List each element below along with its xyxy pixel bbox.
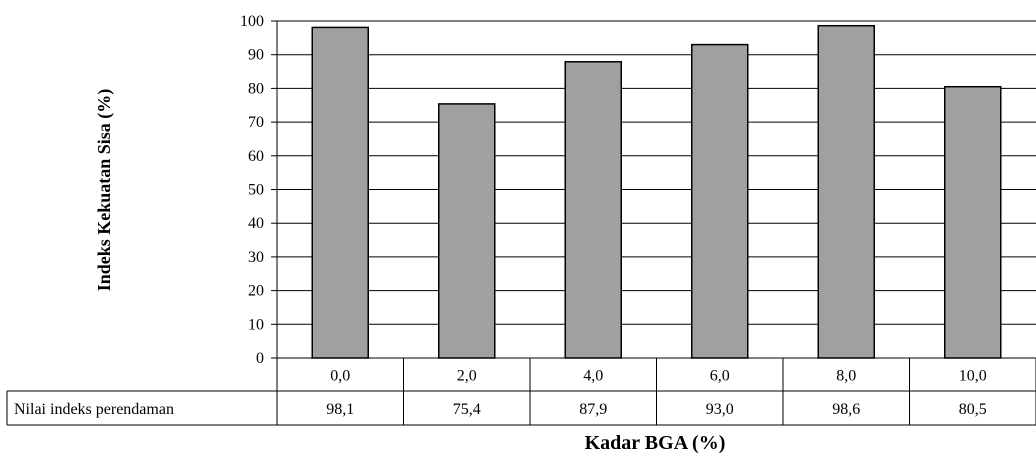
x-category-label: 4,0	[583, 368, 603, 385]
x-category-label: 8,0	[836, 368, 856, 385]
y-tick-label: 90	[248, 47, 264, 64]
bar-10,0	[944, 85, 1002, 359]
data-value-label: 75,4	[453, 401, 481, 418]
bar-4,0	[564, 61, 622, 359]
y-tick-label: 0	[256, 350, 264, 367]
y-tick-label: 100	[240, 13, 264, 30]
bar-8,0	[817, 24, 875, 359]
x-category-label: 0,0	[330, 368, 350, 385]
y-tick-label: 80	[248, 80, 264, 97]
y-tick-label: 40	[248, 215, 264, 232]
data-value-label: 98,1	[326, 401, 354, 418]
table-row-label: Nilai indeks perendaman	[14, 401, 174, 418]
bar-2,0	[438, 103, 496, 359]
x-category-label: 2,0	[457, 368, 477, 385]
x-category-label: 6,0	[710, 368, 730, 385]
y-tick-label: 30	[248, 249, 264, 266]
y-tick-label: 50	[248, 182, 264, 199]
axes	[271, 20, 278, 359]
x-axis-label: Kadar BGA (%)	[585, 432, 726, 454]
y-axis-label: Indeks Kekuatan Sisa (%)	[94, 89, 115, 292]
y-tick-label: 70	[248, 114, 264, 131]
grid-lines	[277, 20, 1036, 325]
bar-0,0	[311, 26, 369, 359]
y-tick-label: 10	[248, 316, 264, 333]
data-value-label: 98,6	[832, 401, 860, 418]
data-table: Nilai indeks perendaman 0,0 98,1 2,0 75,4 4,0…	[6, 357, 1036, 426]
bars	[311, 24, 1002, 359]
y-tick-labels: 0 10 20 30 40 50 60 70 80 90 100	[240, 13, 264, 367]
data-value-label: 87,9	[579, 401, 607, 418]
data-value-label: 80,5	[959, 401, 987, 418]
y-tick-label: 60	[248, 148, 264, 165]
y-tick-label: 20	[248, 283, 264, 300]
x-category-label: 10,0	[959, 368, 987, 385]
bar-6,0	[691, 43, 749, 359]
data-value-label: 93,0	[706, 401, 734, 418]
